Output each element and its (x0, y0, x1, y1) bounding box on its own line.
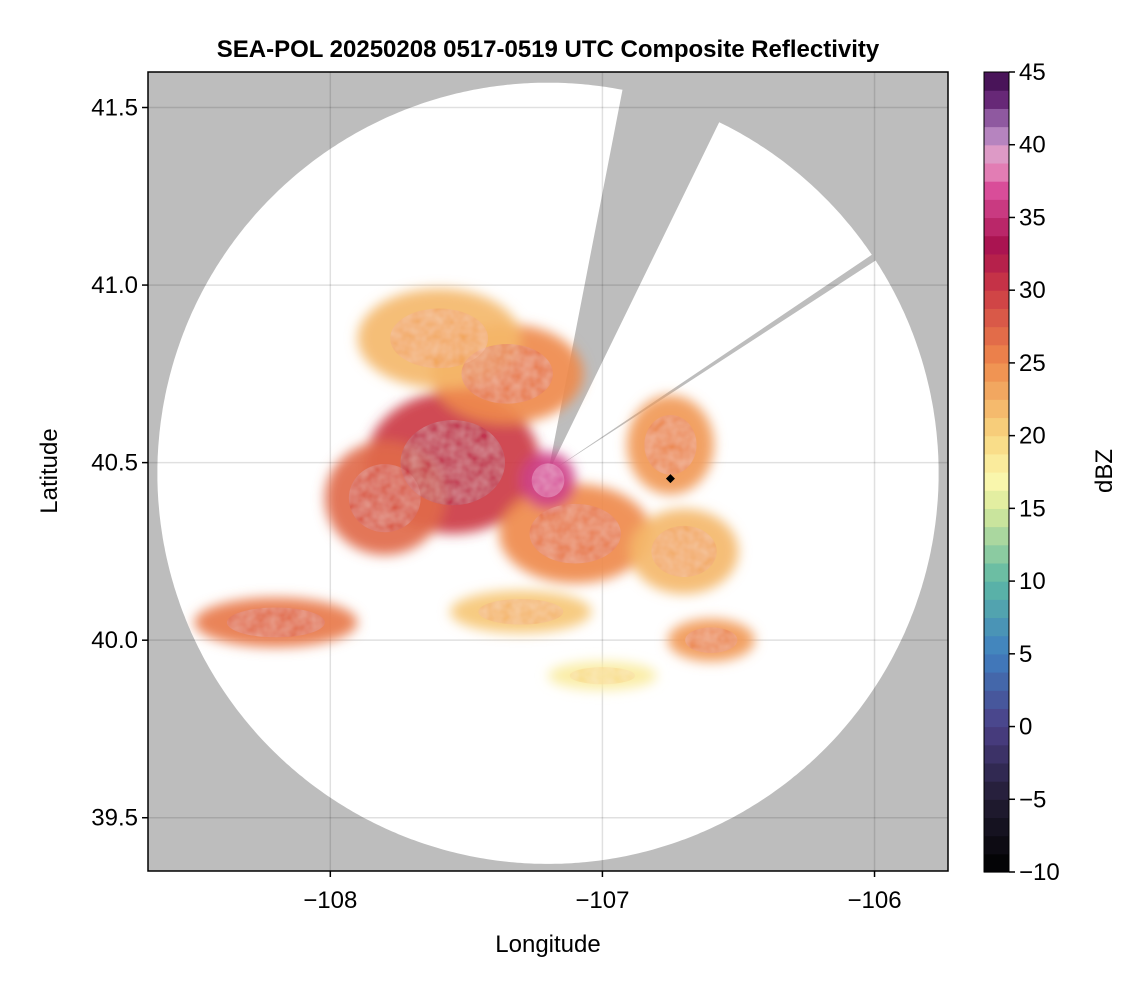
colorbar-segment (984, 253, 1009, 273)
colorbar-segment (984, 653, 1009, 673)
y-tick-label: 40.5 (91, 450, 138, 477)
colorbar-segment (984, 744, 1009, 764)
colorbar-segment (984, 635, 1009, 655)
colorbar-segment (984, 562, 1009, 582)
echo-core (461, 344, 553, 404)
colorbar-tick-label: −10 (1019, 859, 1060, 886)
reflectivity-field (194, 288, 755, 690)
colorbar-tick-label: 25 (1019, 350, 1046, 377)
colorbar-segment (984, 399, 1009, 419)
y-tick-label: 39.5 (91, 805, 138, 832)
colorbar-tick-label: 45 (1019, 59, 1046, 86)
y-tick-label: 41.5 (91, 95, 138, 122)
plot-area (148, 72, 948, 871)
colorbar-tick-label: 0 (1019, 714, 1032, 741)
colorbar-segment (984, 108, 1009, 128)
echo-core (644, 415, 697, 475)
colorbar-segment (984, 599, 1009, 619)
colorbar-segment (984, 617, 1009, 637)
colorbar-segment (984, 544, 1009, 564)
echo-core (226, 607, 325, 638)
colorbar-tick-label: 20 (1019, 423, 1046, 450)
colorbar-segment (984, 326, 1009, 346)
x-axis: −108 −107 −106 (303, 871, 902, 914)
colorbar-label: dBZ (1091, 449, 1118, 493)
colorbar-segment (984, 708, 1009, 728)
colorbar-tick-label: 15 (1019, 495, 1046, 522)
colorbar-segment (984, 362, 1009, 382)
colorbar-segment (984, 853, 1009, 873)
y-axis: 39.5 40.0 40.5 41.0 41.5 (91, 95, 148, 832)
colorbar-segment (984, 817, 1009, 837)
colorbar-segment (984, 726, 1009, 746)
colorbar-tick-label: 5 (1019, 641, 1032, 668)
colorbar-tick-label: 40 (1019, 132, 1046, 159)
colorbar-segment (984, 144, 1009, 164)
colorbar-segment (984, 217, 1009, 237)
x-tick-label: −106 (847, 887, 901, 914)
echo-core (651, 525, 717, 577)
colorbar-segment (984, 181, 1009, 200)
plot-frame (147, 71, 949, 872)
echo-core (569, 667, 636, 685)
colorbar-segment (984, 72, 1009, 91)
colorbar-segment (984, 290, 1009, 309)
colorbar-segment (984, 272, 1009, 291)
x-tick-label: −107 (575, 887, 629, 914)
colorbar-segment (984, 690, 1009, 709)
y-tick-label: 41.0 (91, 272, 138, 299)
colorbar-segment (984, 235, 1009, 255)
echo-core (529, 503, 621, 564)
colorbar-segment (984, 381, 1009, 400)
echo-core (400, 420, 506, 506)
echo-core (531, 463, 565, 498)
echo-core (478, 598, 564, 625)
colorbar-segment (984, 799, 1009, 819)
colorbar-segment (984, 126, 1009, 146)
colorbar-segment (984, 199, 1009, 219)
echo-core (348, 464, 421, 533)
colorbar-segment (984, 90, 1009, 109)
colorbar-segment (984, 453, 1009, 473)
colorbar-segment (984, 344, 1009, 364)
colorbar-tick-label: 30 (1019, 277, 1046, 304)
echo-texture (226, 308, 738, 685)
colorbar-tick-label: 35 (1019, 204, 1046, 231)
x-tick-label: −108 (303, 887, 357, 914)
colorbar-segment (984, 417, 1009, 437)
echo-core (685, 627, 738, 653)
colorbar-frame (983, 71, 1010, 873)
colorbar-segment (984, 308, 1009, 328)
y-tick-label: 40.0 (91, 627, 138, 654)
colorbar-segment (984, 162, 1009, 182)
colorbar-segment (984, 781, 1009, 800)
colorbar-segment (984, 835, 1009, 855)
colorbar-segment (984, 435, 1009, 455)
chart-title: SEA-POL 20250208 0517-0519 UTC Composite… (217, 36, 880, 63)
colorbar-segment (984, 472, 1009, 491)
colorbar-segment (984, 672, 1009, 691)
colorbar: −10 −5 0 5 10 15 20 25 30 35 40 45 (983, 59, 1060, 886)
y-axis-label: Latitude (36, 428, 63, 513)
colorbar-segment (984, 490, 1009, 509)
colorbar-segment (984, 526, 1009, 546)
colorbar-segment (984, 762, 1009, 782)
location-marker (665, 474, 675, 484)
x-axis-label: Longitude (495, 931, 600, 958)
colorbar-tick-label: 10 (1019, 568, 1046, 595)
colorbar-segment (984, 581, 1009, 600)
echo-core (390, 308, 489, 369)
colorbar-segment (984, 508, 1009, 528)
colorbar-tick-label: −5 (1019, 786, 1046, 813)
